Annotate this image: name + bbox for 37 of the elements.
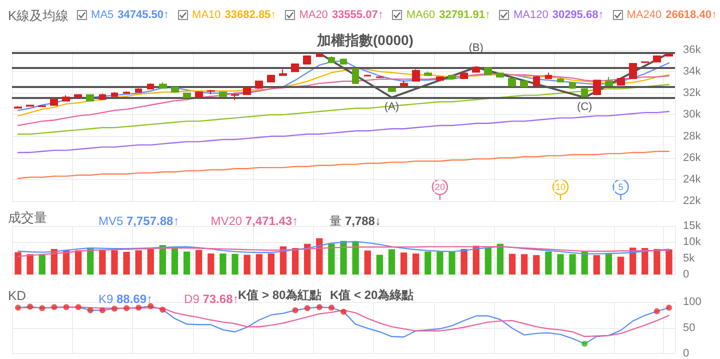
y-tick-label: 34k bbox=[683, 66, 702, 78]
annotation: 20 bbox=[434, 182, 445, 192]
legend-title: KD bbox=[8, 288, 26, 303]
series-label: D9 73.68↑ bbox=[184, 292, 239, 306]
y-tick-label: 100 bbox=[683, 296, 702, 308]
y-tick-label: 5k bbox=[683, 252, 696, 264]
y-tick-label: 26k bbox=[683, 152, 702, 164]
data-label: (B) bbox=[468, 42, 484, 54]
series-label: 量 7,788↓ bbox=[330, 214, 381, 228]
text: MA120 30295.68↑ bbox=[513, 8, 604, 22]
text: MA5 34745.50↑ bbox=[91, 8, 170, 22]
annotation: 5 bbox=[618, 182, 624, 192]
chart-title: 加權指數(0000) bbox=[316, 32, 414, 48]
y-tick-label: 30k bbox=[683, 108, 702, 121]
y-tick-label: 36k bbox=[683, 44, 702, 56]
legend-title: 成交量 bbox=[8, 210, 47, 225]
series-label: MV5 7,757.88↑ bbox=[98, 214, 180, 228]
text: MA240 26618.40↑ bbox=[626, 8, 717, 22]
text: MA20 33555.07↑ bbox=[299, 8, 384, 22]
y-tick-label: 28k bbox=[683, 130, 702, 142]
y-tick-label: 15k bbox=[683, 220, 702, 232]
y-tick-label: 22k bbox=[683, 195, 702, 207]
text: K值 > 80為紅點 bbox=[238, 288, 322, 302]
y-tick-label: 24k bbox=[683, 173, 702, 186]
text: MA60 32791.91↑ bbox=[406, 8, 490, 22]
y-tick-label: 32k bbox=[683, 87, 702, 100]
text: K值 < 20為綠點 bbox=[330, 288, 414, 302]
y-tick-label: 10k bbox=[683, 236, 702, 248]
text: MA10 33682.85↑ bbox=[192, 8, 276, 22]
y-tick-label: 0 bbox=[683, 268, 690, 280]
series-label: K9 88.69↑ bbox=[98, 292, 153, 306]
data-label: (C) bbox=[576, 100, 592, 113]
annotation: 10 bbox=[555, 182, 566, 192]
legend-title: K線及均線 bbox=[8, 8, 69, 23]
y-tick-label: 0 bbox=[683, 348, 690, 359]
y-tick-label: 50 bbox=[683, 322, 696, 334]
series-label: MV20 7,471.43↑ bbox=[210, 214, 298, 228]
